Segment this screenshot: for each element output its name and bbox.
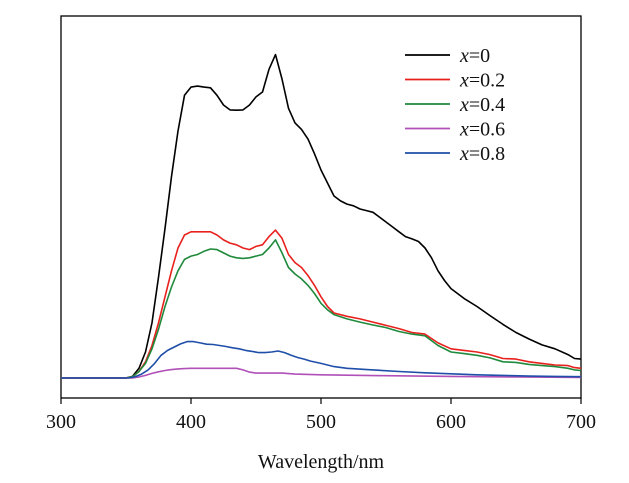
x-tick-label-4: 700 (566, 411, 596, 433)
legend-var-1: x (459, 70, 469, 92)
x-tick-label-3: 600 (436, 411, 466, 433)
legend-var-4: x (459, 143, 469, 165)
legend-value-4: =0.8 (469, 143, 505, 165)
series-line-3 (61, 367, 582, 379)
legend-label-3: x=0.6 (459, 119, 505, 141)
legend-var-0: x (459, 45, 469, 67)
x-axis-title: Wavelength/nm (258, 451, 385, 473)
series-lines (61, 53, 582, 379)
legend-label-4: x=0.8 (459, 143, 505, 165)
legend-label-1: x=0.2 (459, 70, 505, 92)
series-line-0 (61, 53, 582, 379)
series-line-1 (61, 229, 582, 379)
legend-value-2: =0.4 (469, 94, 505, 116)
legend-var-2: x (459, 94, 469, 116)
x-axis-ticks: 300 400 500 600 700 (46, 398, 596, 433)
legend: x=0x=0.2x=0.4x=0.6x=0.8 (405, 45, 505, 165)
x-tick-label-0: 300 (46, 411, 76, 433)
legend-label-0: x=0 (459, 45, 490, 67)
x-tick-label-1: 400 (176, 411, 206, 433)
legend-value-0: =0 (469, 45, 490, 67)
x-tick-label-2: 500 (306, 411, 336, 433)
legend-value-1: =0.2 (469, 70, 505, 92)
legend-label-2: x=0.4 (459, 94, 505, 116)
series-line-4 (61, 340, 582, 379)
legend-var-3: x (459, 119, 469, 141)
legend-value-3: =0.6 (469, 119, 505, 141)
series-line-2 (61, 239, 582, 379)
